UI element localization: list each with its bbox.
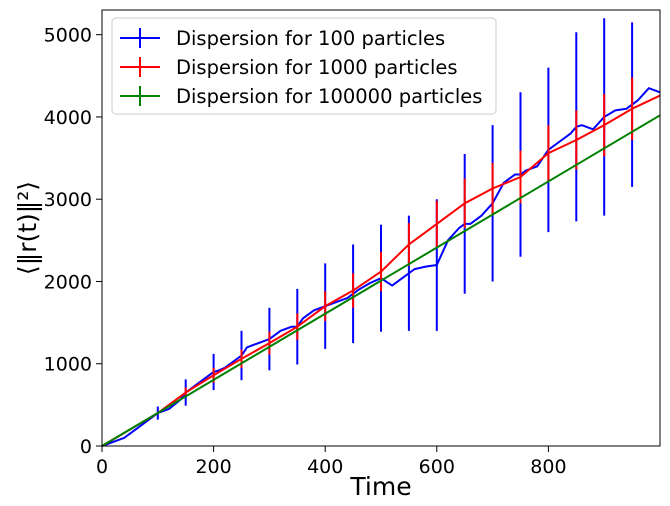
x-tick-label: 200 [195,456,231,478]
legend-box [111,17,497,115]
legend: Dispersion for 100 particles Dispersion f… [111,17,497,115]
y-tick-label: 4000 [44,107,92,129]
y-tick-label: 5000 [44,25,92,47]
legend-items: Dispersion for 100 particles Dispersion f… [120,27,482,108]
series-dispersion-for-1000-particles [101,77,661,447]
x-tick-label: 600 [419,456,455,478]
legend-label: Dispersion for 100000 particles [176,85,482,108]
plot-frame [101,9,661,447]
legend-item: Dispersion for 1000 particles [120,56,458,79]
ticks-layer: 0 200 400 600 800 0 1000 2000 3000 4000 5000 [44,25,567,478]
y-tick-label: 0 [80,436,92,458]
x-tick-label: 800 [530,456,566,478]
y-tick-label: 1000 [44,354,92,376]
x-tick-label: 400 [307,456,343,478]
x-axis-label: Time [349,472,411,501]
legend-item: Dispersion for 100 particles [120,27,445,50]
series-dispersion-for-100000-particles [101,114,661,447]
series-layer [101,18,661,447]
y-axis-label: ⟨‖r(t)‖²⟩ [13,181,42,275]
y-tick-label: 2000 [44,271,92,293]
x-tick-label: 0 [96,456,108,478]
y-tick-label: 3000 [44,189,92,211]
legend-item: Dispersion for 100000 particles [120,85,482,108]
legend-label: Dispersion for 100 particles [176,27,445,50]
legend-label: Dispersion for 1000 particles [176,56,458,79]
